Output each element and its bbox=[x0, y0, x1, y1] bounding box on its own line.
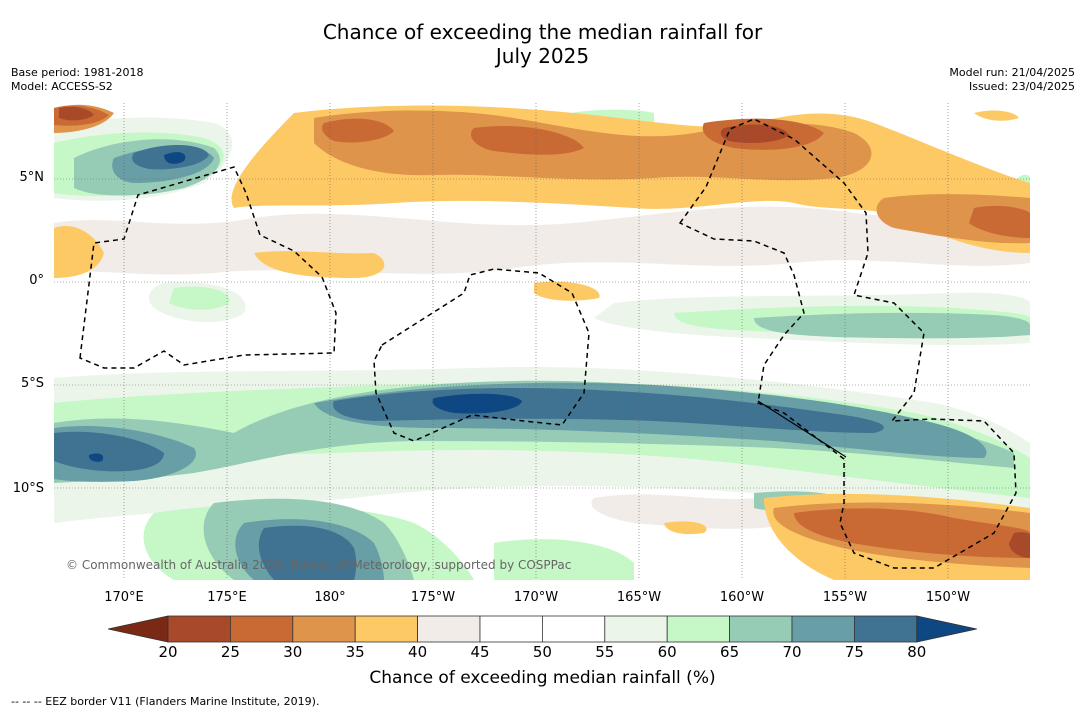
lat-label-5s: 5°S bbox=[20, 376, 44, 391]
issued-date: Issued: 23/04/2025 bbox=[968, 80, 1075, 93]
colorbar-tick-label: 65 bbox=[720, 643, 740, 661]
map-svg bbox=[54, 103, 1030, 580]
colorbar-extend-high bbox=[916, 615, 977, 643]
lon-label-155w: 155°W bbox=[822, 590, 868, 605]
colorbar-tick-label: 80 bbox=[907, 643, 927, 661]
colorbar bbox=[108, 615, 977, 643]
colorbar-tick-label: 50 bbox=[532, 643, 552, 661]
eez-footnote: -- -- -- EEZ border V11 (Flanders Marine… bbox=[11, 695, 320, 708]
colorbar-segment bbox=[729, 615, 793, 643]
colorbar-segment bbox=[479, 615, 543, 643]
lon-label-180: 180° bbox=[314, 590, 346, 605]
eez-solid-border bbox=[757, 400, 847, 458]
darkest-blue-patches bbox=[88, 152, 522, 462]
colorbar-tick-label: 25 bbox=[220, 643, 240, 661]
graticule bbox=[54, 103, 1030, 580]
copyright-text: © Commonwealth of Australia 2025, Bureau… bbox=[66, 558, 572, 572]
colorbar-segment bbox=[292, 615, 356, 643]
colorbar-segment bbox=[541, 615, 606, 643]
lat-label-10s: 10°S bbox=[12, 481, 44, 496]
lon-label-170e: 170°E bbox=[104, 590, 144, 605]
title-line-1: Chance of exceeding the median rainfall … bbox=[322, 20, 763, 44]
lon-label-150w: 150°W bbox=[925, 590, 971, 605]
colorbar-segments bbox=[108, 615, 977, 643]
colorbar-segment bbox=[417, 615, 481, 643]
lon-label-170w: 170°W bbox=[513, 590, 559, 605]
colorbar-extend-low bbox=[108, 615, 169, 643]
eez-borders bbox=[79, 118, 1017, 569]
lat-label-0: 0° bbox=[29, 273, 44, 288]
brown-patches bbox=[59, 106, 1030, 558]
colorbar-tick-label: 70 bbox=[782, 643, 802, 661]
title-line-2: July 2025 bbox=[495, 44, 590, 68]
lon-label-175w: 175°W bbox=[410, 590, 456, 605]
colorbar-tick-label: 45 bbox=[470, 643, 490, 661]
lat-label-5n: 5°N bbox=[19, 170, 45, 185]
colorbar-tick-label: 75 bbox=[844, 643, 864, 661]
base-period: Base period: 1981-2018 bbox=[11, 66, 144, 79]
meta-left: Base period: 1981-2018 Model: ACCESS-S2 bbox=[11, 66, 143, 94]
lon-label-165w: 165°W bbox=[616, 590, 662, 605]
rainfall-map bbox=[54, 103, 1030, 580]
colorbar-tick-label: 60 bbox=[657, 643, 677, 661]
colorbar-segment bbox=[854, 615, 918, 643]
map-title: Chance of exceeding the median rainfall … bbox=[0, 20, 1085, 68]
colorbar-tick-label: 35 bbox=[345, 643, 365, 661]
colorbar-segment bbox=[167, 615, 231, 643]
colorbar-segment bbox=[666, 615, 731, 643]
colorbar-label: Chance of exceeding median rainfall (%) bbox=[369, 668, 716, 688]
colorbar-segment bbox=[354, 615, 418, 643]
colorbar-segment bbox=[230, 615, 294, 643]
colorbar-segment bbox=[791, 615, 855, 643]
colorbar-tick-label: 40 bbox=[408, 643, 428, 661]
colorbar-tick-label: 30 bbox=[283, 643, 303, 661]
colorbar-tick-label: 55 bbox=[595, 643, 615, 661]
lon-label-175e: 175°E bbox=[207, 590, 247, 605]
model-name: Model: ACCESS-S2 bbox=[11, 80, 113, 93]
meta-right: Model run: 21/04/2025 Issued: 23/04/2025 bbox=[949, 66, 1075, 94]
colorbar-tick-label: 20 bbox=[158, 643, 178, 661]
lon-label-160w: 160°W bbox=[719, 590, 765, 605]
model-run: Model run: 21/04/2025 bbox=[949, 66, 1075, 79]
colorbar-segment bbox=[604, 615, 668, 643]
